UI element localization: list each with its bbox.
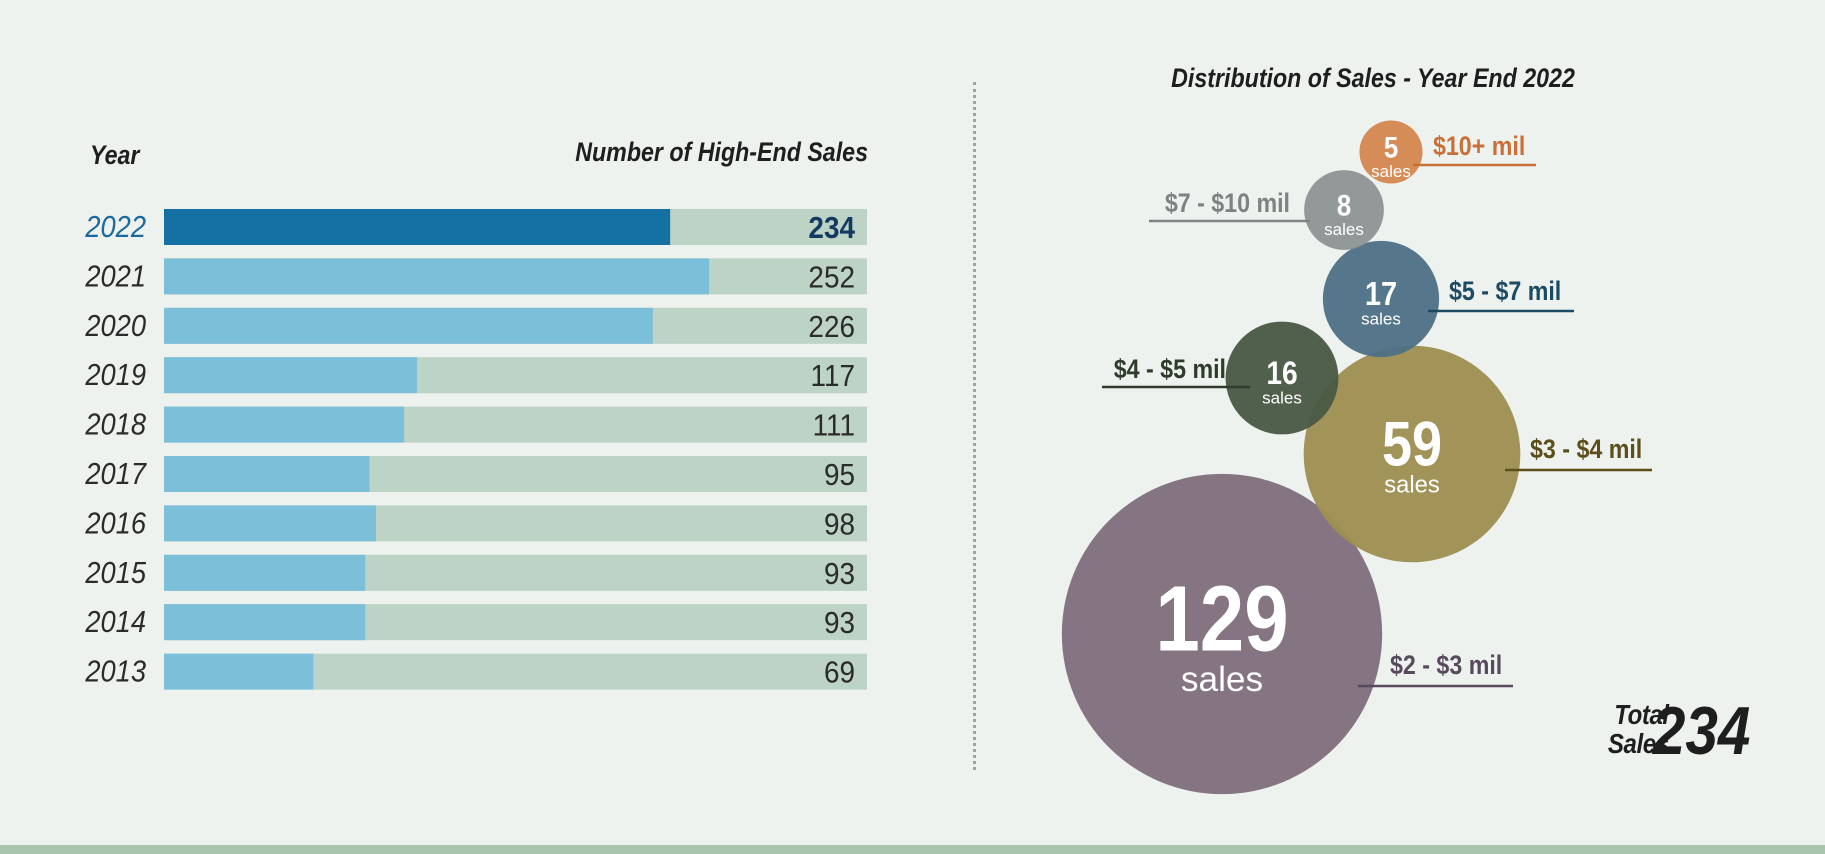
total-sales: Total Sales 234: [1560, 694, 1760, 768]
bubble: [1322, 240, 1440, 358]
bar-row-2013: 2013 69: [84, 653, 867, 690]
year-label: 2016: [84, 507, 146, 541]
bar: [164, 209, 671, 245]
bar-row-2015: 2015 93: [84, 554, 867, 591]
bar-value-label: 93: [824, 556, 855, 591]
bar-value-label: 93: [824, 606, 855, 641]
range-label: $3 - $4 mil: [1530, 434, 1642, 464]
bar-value-label: 95: [824, 458, 855, 493]
sales-column-header: Number of High-End Sales: [575, 137, 868, 167]
range-label: $7 - $10 mil: [1165, 188, 1290, 218]
bar-value-label: 111: [813, 408, 855, 443]
year-label: 2020: [84, 309, 146, 343]
bar: [164, 554, 366, 591]
bar: [164, 307, 653, 344]
bar-row-2016: 2016 98: [84, 505, 867, 542]
range-label-group: $3 - $4 mil: [1505, 434, 1652, 472]
bar-row-2019: 2019 117: [84, 357, 867, 394]
year-label: 2021: [84, 260, 146, 294]
bubble: [1304, 170, 1384, 250]
bubble-value: 129: [1155, 568, 1288, 671]
bubble-value: 16: [1266, 355, 1297, 391]
bubble-value: 59: [1382, 410, 1442, 480]
bar-value-label: 226: [808, 309, 855, 344]
bubble: [1359, 120, 1423, 184]
bubble: [1061, 473, 1383, 795]
bar-value-label: 234: [808, 211, 855, 246]
yearly-sales-bar-chart: Year Number of High-End Sales 2022 234202…: [84, 137, 868, 690]
bar-row-2018: 2018 111: [84, 406, 867, 443]
bubble-unit-label: sales: [1361, 310, 1401, 329]
bubble-value: 8: [1337, 189, 1351, 222]
range-label: $2 - $3 mil: [1390, 650, 1502, 680]
year-label: 2017: [84, 457, 147, 491]
bar: [164, 357, 418, 394]
range-label-group: $5 - $7 mil: [1428, 276, 1574, 313]
bubble-unit-label: sales: [1262, 388, 1302, 407]
bubble-chart-title: Distribution of Sales - Year End 2022: [1171, 63, 1575, 93]
bubble-value: 5: [1384, 131, 1398, 164]
year-label: 2014: [84, 606, 146, 640]
bubble-unit-label: sales: [1384, 472, 1440, 499]
bubble-unit-label: sales: [1181, 660, 1263, 699]
range-label-group: $7 - $10 mil: [1149, 188, 1310, 223]
year-label: 2013: [84, 655, 146, 689]
footer-bar: [0, 845, 1825, 854]
bubble: [1225, 321, 1339, 435]
range-label-group: $4 - $5 mil: [1102, 354, 1250, 389]
year-label: 2015: [84, 556, 146, 590]
range-label-group: $10+ mil: [1413, 131, 1536, 167]
bar-row-2014: 2014 93: [84, 604, 867, 641]
year-label: 2022: [84, 210, 146, 244]
year-label: 2019: [84, 359, 146, 393]
bar-row-2021: 2021 252: [84, 258, 867, 295]
range-label-group: $2 - $3 mil: [1358, 650, 1513, 688]
bar: [164, 604, 366, 641]
bar: [164, 653, 314, 690]
year-label: 2018: [84, 408, 146, 442]
bar-value-label: 117: [811, 359, 855, 394]
bubble-unit-label: sales: [1371, 162, 1411, 181]
bar: [164, 456, 370, 492]
bar-row-2022: 2022 234: [84, 209, 867, 245]
bar-row-2020: 2020 226: [84, 307, 867, 344]
total-sales-label: Total Sales: [1608, 699, 1669, 759]
range-label: $4 - $5 mil: [1114, 354, 1226, 384]
bar: [164, 406, 405, 443]
section-divider: [973, 82, 976, 770]
bubble-unit-label: sales: [1324, 220, 1364, 239]
bar: [164, 505, 376, 542]
bubble: [1303, 345, 1521, 563]
bubble-value: 17: [1365, 275, 1397, 313]
total-sales-value: 234: [1652, 693, 1750, 769]
bar-value-label: 252: [808, 260, 855, 295]
year-column-header: Year: [90, 140, 141, 170]
bar-value-label: 69: [824, 655, 855, 690]
bar: [164, 258, 710, 295]
bar-row-2017: 2017 95: [84, 456, 867, 492]
range-label: $5 - $7 mil: [1449, 276, 1561, 306]
range-label: $10+ mil: [1433, 131, 1525, 161]
bar-value-label: 98: [824, 507, 855, 542]
